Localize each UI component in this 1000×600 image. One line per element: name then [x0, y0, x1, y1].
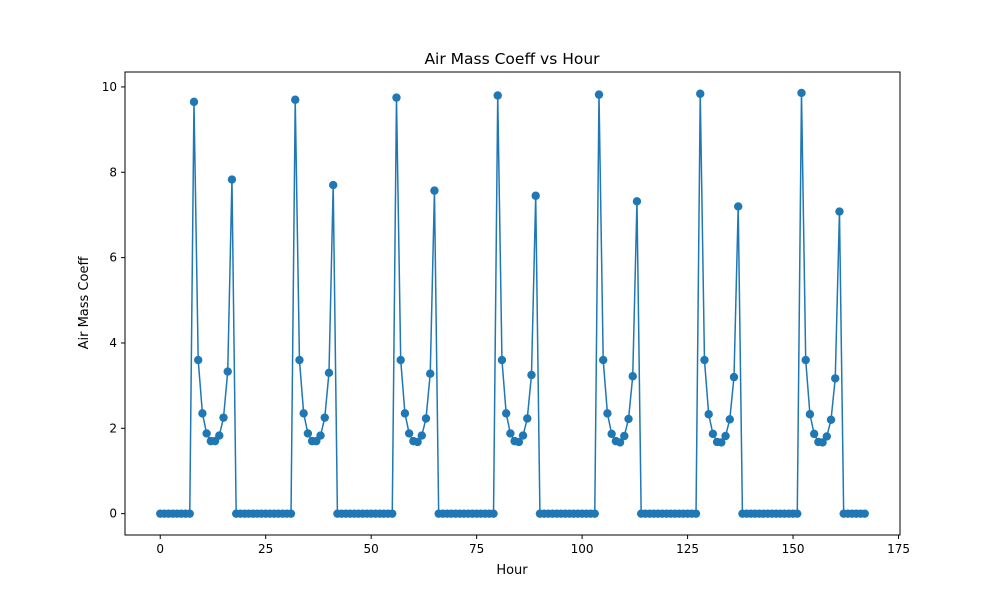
- data-point: [320, 413, 329, 422]
- data-point: [708, 429, 718, 439]
- data-point: [607, 429, 616, 439]
- x-tick-label: 125: [676, 542, 699, 556]
- data-point: [223, 367, 232, 376]
- data-point: [215, 431, 224, 440]
- data-point: [506, 429, 515, 438]
- data-point: [396, 355, 405, 365]
- chart-title: Air Mass Coeff vs Hour: [424, 50, 600, 68]
- data-point: [632, 197, 642, 206]
- plot-frame: [124, 71, 901, 536]
- data-point: [295, 355, 304, 365]
- data-point: [831, 374, 840, 383]
- y-tick-label: 10: [102, 80, 117, 94]
- y-tick-label: 0: [109, 507, 117, 521]
- y-tick-label: 4: [109, 336, 117, 350]
- data-point: [497, 355, 507, 365]
- data-point: [729, 372, 739, 382]
- data-point: [527, 370, 536, 380]
- data-point: [599, 355, 608, 365]
- data-point: [818, 438, 827, 447]
- data-point: [700, 355, 709, 365]
- data-point: [421, 414, 431, 423]
- x-tick-label: 150: [782, 542, 805, 556]
- data-point: [219, 413, 228, 422]
- data-point: [514, 437, 524, 447]
- data-point: [620, 431, 629, 441]
- x-tick-label: 75: [469, 542, 484, 556]
- data-point: [227, 175, 237, 184]
- data-point: [717, 438, 726, 447]
- data-point: [523, 414, 532, 423]
- data-point: [725, 415, 734, 424]
- data-point: [404, 429, 414, 438]
- data-point: [202, 429, 211, 438]
- data-point: [417, 431, 426, 440]
- axis-ticks: 0 25 50 75 100 125 150 175 0 2 4 6 8 10: [102, 80, 910, 556]
- data-point: [198, 409, 207, 418]
- data-series: [156, 88, 869, 518]
- x-tick-label: 25: [258, 542, 273, 556]
- data-point: [189, 97, 199, 107]
- data-point: [624, 414, 633, 424]
- data-point: [426, 369, 435, 378]
- data-point: [392, 93, 401, 102]
- plot-area: [125, 72, 900, 535]
- data-point: [286, 509, 296, 518]
- data-point: [413, 437, 422, 447]
- data-point: [696, 89, 705, 98]
- y-tick-label: 8: [109, 165, 117, 179]
- data-point: [615, 438, 625, 447]
- data-point: [388, 509, 397, 518]
- data-point: [329, 180, 338, 190]
- data-point: [734, 202, 743, 211]
- data-point: [809, 429, 819, 439]
- data-point: [531, 191, 540, 200]
- data-point: [860, 509, 869, 518]
- data-point: [793, 509, 802, 518]
- y-axis-label: Air Mass Coeff: [77, 256, 92, 350]
- data-point: [493, 91, 502, 100]
- data-point: [835, 207, 844, 216]
- y-tick-label: 2: [109, 421, 117, 435]
- data-point: [501, 409, 511, 418]
- data-point: [704, 410, 713, 419]
- data-point: [185, 509, 194, 518]
- y-tick-label: 6: [109, 251, 117, 265]
- data-point: [316, 431, 325, 440]
- data-point: [291, 95, 300, 104]
- x-tick-label: 100: [571, 542, 594, 556]
- data-point: [489, 509, 498, 518]
- data-point: [822, 432, 831, 441]
- x-tick-label: 0: [156, 542, 164, 556]
- x-tick-label: 50: [364, 542, 379, 556]
- data-point: [797, 88, 806, 98]
- x-axis-label: Hour: [496, 563, 528, 578]
- data-point: [299, 409, 308, 418]
- data-point: [594, 90, 604, 99]
- data-point: [590, 509, 599, 518]
- x-tick-label: 175: [887, 542, 910, 556]
- data-point: [400, 409, 410, 418]
- data-point: [826, 415, 836, 424]
- data-point: [801, 355, 810, 365]
- data-point: [324, 368, 334, 378]
- data-point: [805, 410, 815, 419]
- data-point: [518, 431, 528, 440]
- data-point: [303, 429, 313, 438]
- data-point: [430, 186, 439, 195]
- data-point: [628, 372, 637, 381]
- data-point: [691, 509, 701, 518]
- data-point: [603, 409, 612, 418]
- data-point: [194, 355, 203, 365]
- data-point: [721, 431, 730, 441]
